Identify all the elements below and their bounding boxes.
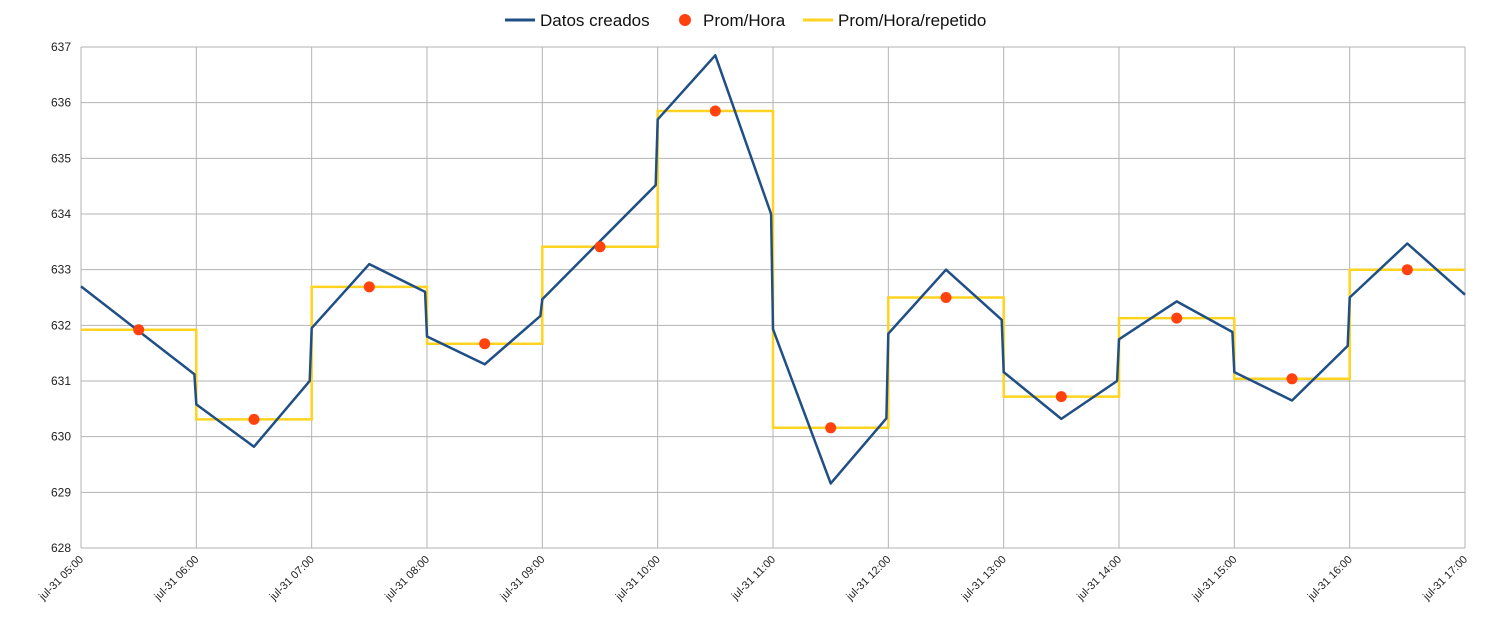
legend-label-prom-hora: Prom/Hora — [703, 11, 786, 30]
y-tick-label: 637 — [51, 40, 71, 54]
y-tick-label: 635 — [51, 151, 71, 165]
data-point-prom-hora — [940, 292, 952, 303]
y-tick-label: 636 — [51, 96, 71, 110]
y-tick-label: 630 — [51, 430, 71, 444]
x-tick-label: jul-31 10:00 — [613, 554, 663, 604]
y-tick-label: 632 — [51, 318, 71, 332]
y-tick-label: 631 — [51, 374, 71, 388]
data-point-prom-hora — [1171, 312, 1183, 324]
data-point-prom-hora — [594, 241, 606, 253]
x-tick-label: jul-31 16:00 — [1305, 554, 1355, 604]
data-point-prom-hora — [825, 422, 837, 434]
legend-swatch-prom-hora — [679, 14, 691, 26]
series-line-datos-creados — [80, 54, 1466, 485]
data-point-prom-hora — [479, 338, 491, 350]
data-point-prom-hora — [1286, 373, 1298, 385]
x-tick-label: jul-31 12:00 — [844, 554, 894, 604]
x-tick-label: jul-31 06:00 — [152, 554, 202, 604]
legend-label-datos-creados: Datos creados — [540, 11, 650, 30]
y-tick-label: 634 — [51, 207, 71, 221]
data-point-prom-hora — [1055, 391, 1067, 403]
data-point-prom-hora — [709, 105, 721, 117]
data-point-prom-hora — [248, 413, 260, 425]
y-tick-label: 628 — [51, 541, 71, 555]
x-tick-label: jul-31 07:00 — [267, 554, 317, 604]
x-tick-label: jul-31 09:00 — [498, 554, 548, 604]
y-tick-label: 633 — [51, 263, 71, 277]
data-point-prom-hora — [1401, 264, 1413, 276]
legend-label-prom-hora-repetido: Prom/Hora/repetido — [838, 11, 986, 30]
data-point-prom-hora — [363, 281, 375, 293]
x-tick-label: jul-31 14:00 — [1074, 554, 1124, 604]
x-tick-label: jul-31 11:00 — [729, 554, 778, 603]
data-point-prom-hora — [133, 324, 145, 336]
plot-area — [80, 54, 1466, 485]
x-axis: jul-31 05:00 jul-31 06:00 jul-31 07:00 jul-… — [36, 554, 1470, 604]
x-tick-label: jul-31 13:00 — [959, 554, 1009, 604]
x-tick-label: jul-31 05:00 — [36, 554, 86, 604]
y-tick-label: 629 — [51, 485, 71, 499]
x-tick-label: jul-31 17:00 — [1420, 554, 1470, 604]
y-axis: 628 629 630 631 632 633 634 635 636 637 — [51, 40, 71, 555]
legend: Datos creados Prom/Hora Prom/Hora/repeti… — [505, 11, 986, 30]
x-tick-label: jul-31 15:00 — [1190, 554, 1240, 604]
x-tick-label: jul-31 08:00 — [382, 554, 432, 604]
